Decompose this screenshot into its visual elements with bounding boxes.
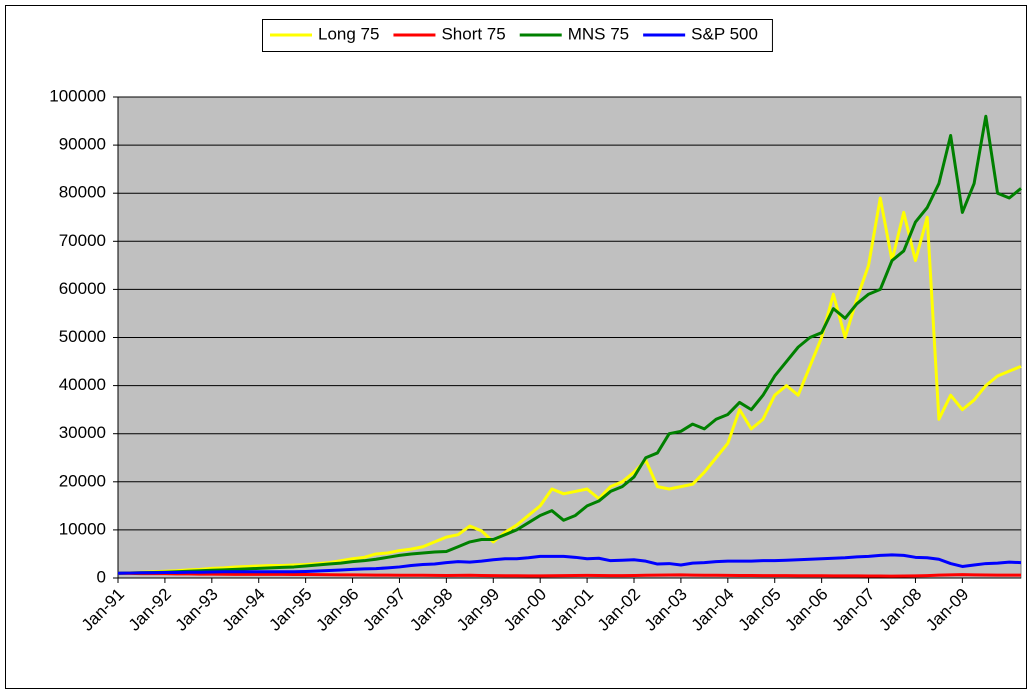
y-tick-label: 10000 — [59, 519, 106, 538]
legend-label: MNS 75 — [568, 24, 629, 43]
series-line — [117, 571, 1022, 578]
legend-label: Long 75 — [318, 24, 379, 43]
legend-label: S&P 500 — [691, 24, 758, 43]
y-tick-label: 50000 — [59, 327, 106, 346]
y-tick-label: 20000 — [59, 471, 106, 490]
legend: Long 75 Short 75 MNS 75 S&P 500 — [262, 19, 773, 52]
legend-box — [262, 19, 773, 52]
y-tick-label: 80000 — [59, 183, 106, 202]
series-line — [117, 114, 1022, 575]
series-line — [117, 196, 1022, 575]
y-tick-label: 90000 — [59, 135, 106, 154]
y-tick-label: 100000 — [49, 86, 106, 105]
legend-label: Short 75 — [441, 24, 505, 43]
y-tick-label: 70000 — [59, 231, 106, 250]
y-tick-label: 30000 — [59, 423, 106, 442]
y-tick-label: 40000 — [59, 375, 106, 394]
y-tick-label: 60000 — [59, 279, 106, 298]
y-tick-label: 0 — [97, 567, 106, 586]
series-line — [117, 553, 1022, 575]
